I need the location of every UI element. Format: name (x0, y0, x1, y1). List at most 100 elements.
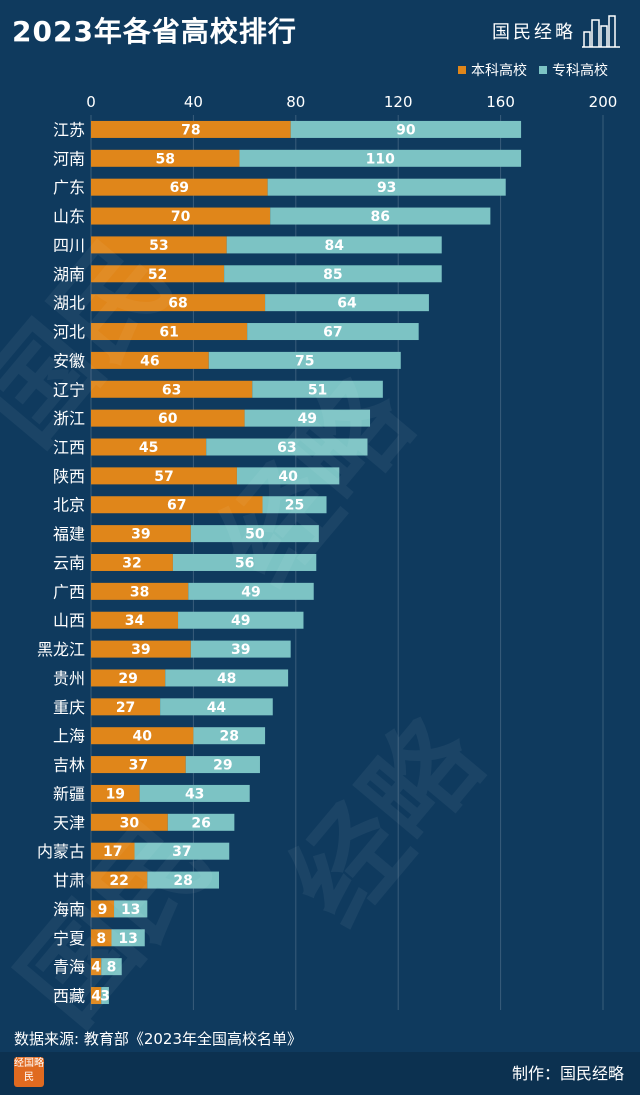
bar-vocational (262, 496, 327, 514)
data-label-vocational: 3 (100, 989, 110, 1005)
legend-label-vocational: 专科高校 (552, 63, 608, 79)
data-label-undergrad: 57 (154, 469, 173, 485)
data-label-vocational: 84 (324, 238, 344, 254)
bar-undergrad (91, 553, 173, 571)
bar-vocational (193, 727, 266, 745)
bar-vocational (167, 813, 235, 831)
category-label: 江苏 (53, 120, 85, 139)
category-label: 陕西 (53, 467, 85, 486)
data-label-undergrad: 29 (118, 671, 137, 687)
data-label-vocational: 49 (231, 613, 250, 629)
bar-vocational (224, 265, 442, 283)
data-label-vocational: 51 (308, 382, 327, 398)
data-label-vocational: 75 (295, 353, 314, 369)
category-label: 贵州 (53, 669, 85, 688)
data-label-vocational: 26 (191, 815, 210, 831)
data-label-vocational: 56 (235, 555, 254, 571)
bar-undergrad (91, 525, 191, 543)
data-label-vocational: 37 (172, 844, 191, 860)
category-label: 山西 (53, 611, 85, 630)
category-label: 黑龙江 (37, 640, 85, 659)
bar-vocational (190, 640, 291, 658)
bar-vocational (270, 207, 491, 225)
category-label: 云南 (53, 553, 85, 572)
bar-undergrad (91, 640, 191, 658)
chart-title: 2023年各省高校排行 (12, 15, 297, 48)
bar-undergrad (91, 813, 168, 831)
category-label: 内蒙古 (37, 842, 85, 861)
category-label: 广西 (53, 582, 85, 601)
bar-undergrad (91, 265, 225, 283)
data-label-undergrad: 52 (148, 267, 167, 283)
data-label-vocational: 63 (277, 440, 296, 456)
data-label-undergrad: 46 (140, 353, 159, 369)
data-label-undergrad: 45 (139, 440, 158, 456)
bar-vocational (190, 525, 319, 543)
bar-undergrad (91, 842, 135, 860)
legend-label-undergrad: 本科高校 (471, 63, 527, 79)
category-label: 天津 (53, 813, 85, 832)
data-label-undergrad: 70 (171, 209, 191, 225)
data-label-vocational: 49 (298, 411, 317, 427)
data-label-vocational: 40 (278, 469, 298, 485)
bar-vocational (226, 236, 442, 254)
data-label-vocational: 28 (173, 873, 192, 889)
bar-undergrad (91, 438, 207, 456)
bar-vocational (160, 698, 273, 716)
category-label: 北京 (53, 496, 85, 515)
bar-vocational (185, 756, 260, 774)
data-label-undergrad: 4 (91, 989, 101, 1005)
category-label: 新疆 (53, 784, 85, 803)
bar-vocational (172, 553, 317, 571)
data-label-undergrad: 53 (149, 238, 168, 254)
category-label: 广东 (53, 178, 85, 197)
data-label-undergrad: 78 (181, 122, 200, 138)
data-label-vocational: 25 (285, 498, 304, 514)
data-label-undergrad: 63 (162, 382, 181, 398)
bar-undergrad (91, 698, 161, 716)
bar-vocational (178, 611, 304, 629)
bar-vocational (147, 871, 219, 889)
bar-undergrad (91, 582, 189, 600)
x-tick-label: 40 (184, 93, 203, 111)
data-label-undergrad: 68 (168, 296, 187, 312)
data-source: 数据来源: 教育部《2023年全国高校名单》 (14, 1030, 302, 1048)
legend-item-undergrad: 本科高校 (458, 60, 527, 80)
brand-logo: 国民经略 (492, 14, 620, 48)
category-label: 江西 (53, 438, 85, 457)
category-label: 上海 (53, 727, 85, 746)
x-tick-label: 80 (286, 93, 305, 111)
bar-undergrad (91, 727, 194, 745)
bar-undergrad (91, 323, 248, 341)
bar-undergrad (91, 207, 271, 225)
bar-undergrad (91, 900, 115, 918)
category-label: 湖南 (53, 265, 85, 284)
bar-undergrad (91, 236, 227, 254)
credit: 制作：国民经略 (511, 1064, 624, 1083)
category-label: 山东 (53, 207, 85, 226)
legend-swatch-undergrad (458, 66, 466, 74)
category-label: 河北 (53, 323, 85, 342)
bar-undergrad (91, 380, 253, 398)
data-label-undergrad: 34 (125, 613, 145, 629)
legend-swatch-vocational (539, 66, 547, 74)
bar-undergrad (91, 351, 209, 369)
bar-vocational (101, 987, 109, 1005)
data-label-vocational: 43 (185, 786, 204, 802)
bar-undergrad (91, 178, 268, 196)
bar-undergrad (91, 756, 186, 774)
bar-vocational (252, 380, 383, 398)
data-label-undergrad: 60 (158, 411, 178, 427)
bar-undergrad (91, 149, 240, 167)
data-label-undergrad: 61 (159, 325, 178, 341)
category-label: 宁夏 (53, 929, 85, 948)
x-tick-label: 0 (86, 93, 96, 111)
data-label-undergrad: 37 (129, 758, 148, 774)
data-label-vocational: 110 (366, 151, 395, 167)
bar-vocational (114, 900, 148, 918)
bar-vocational (206, 438, 368, 456)
data-label-undergrad: 39 (131, 642, 150, 658)
bar-vocational (188, 582, 314, 600)
bar-undergrad (91, 784, 140, 802)
